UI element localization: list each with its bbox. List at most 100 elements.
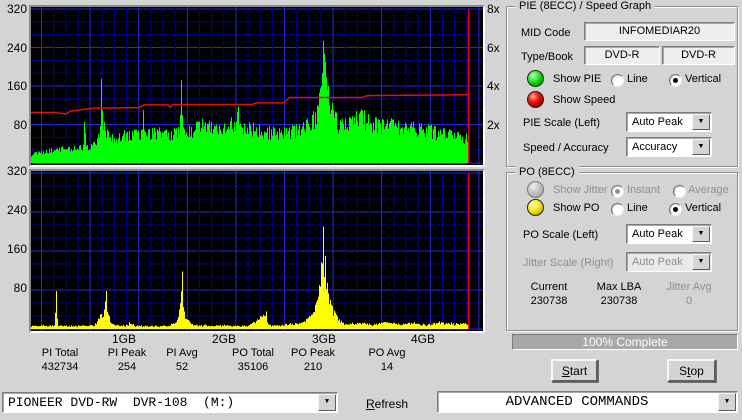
chevron-down-icon[interactable]: ▼ [718,393,736,411]
speed-y-tick: 6x [487,41,500,55]
type-value: DVD-R [604,49,640,61]
po-y-tick: 240 [6,203,27,217]
mid-code-label: MID Code [521,27,571,39]
chevron-down-icon[interactable]: ▼ [692,139,710,155]
chevron-down-icon[interactable]: ▼ [318,394,336,411]
show-jitter-label: Show Jitter [553,184,608,196]
po-error-bars [31,226,469,329]
pie-panel-title: PIE (8ECC) / Speed Graph [515,0,656,13]
pie-line-radio[interactable] [611,74,624,87]
pie-scale-combo[interactable]: Auto Peak ▼ [626,112,712,132]
stat-label: PO Total [232,347,274,359]
show-pie-label: Show PIE [553,73,602,85]
chevron-down-icon[interactable]: ▼ [692,114,710,130]
pie-y-tick: 240 [6,41,27,55]
pie-line-label[interactable]: Line [627,73,648,85]
x-axis-tick: 4GB [410,332,435,346]
po-line-label[interactable]: Line [627,202,648,214]
current-lba: Current 230738 [511,281,587,308]
speed-y-tick: 4x [487,79,500,93]
refresh-button[interactable]: Refresh [366,397,409,411]
jitter-instant-label: Instant [627,184,661,196]
speed-accuracy-combo[interactable]: Accuracy ▼ [626,137,712,157]
chevron-down-icon[interactable]: ▼ [692,226,710,242]
command-select-value: ADVANCED COMMANDS [505,394,649,410]
x-axis-tick: 1GB [111,332,136,346]
max-lba-value: 230738 [600,295,638,307]
po-scale-value: Auto Peak [632,228,683,240]
pie-speed-graph-canvas [24,7,483,165]
stat-value: 210 [303,361,323,373]
speed-y-tick: 8x [487,2,500,16]
pie-scale-label: PIE Scale (Left) [523,117,601,129]
po-vertical-radio[interactable] [669,203,682,216]
progress-label: 100% Complete [582,335,668,349]
type-field: DVD-R [584,46,660,65]
progress-bar: 100% Complete [512,334,738,350]
current-value: 230738 [530,295,568,307]
speed-y-tick: 2x [487,118,500,132]
drive-select-value: PIONEER DVD-RW DVR-108 (M:) [8,395,235,410]
stat-label: PO Peak [290,347,336,359]
po-scale-label: PO Scale (Left) [523,229,599,241]
show-jitter-led-button[interactable] [527,181,544,198]
pie-speed-graph [24,5,485,167]
po-y-tick: 80 [13,281,27,295]
po-y-tick: 320 [6,164,27,178]
pie-speed-panel: PIE (8ECC) / Speed Graph MID Code INFOME… [506,0,738,167]
pie-y-tick: 320 [6,2,27,16]
stat-label: PO Avg [368,347,406,359]
pie-error-bars [31,40,469,163]
po-graph [29,169,485,333]
show-speed-led-button[interactable] [527,91,544,108]
jitter-avg: Jitter Avg 0 [651,281,727,308]
stat-pi-peak: PI Peak 254 [89,347,165,374]
book-value: DVD-R [681,49,716,61]
po-y-tick: 160 [6,242,27,256]
current-label: Current [530,281,568,293]
jitter-avg-label: Jitter Avg [666,281,712,293]
stat-value: 432734 [41,361,79,373]
po-scale-combo[interactable]: Auto Peak ▼ [626,224,712,244]
type-book-label: Type/Book [521,51,573,63]
max-lba-label: Max LBA [596,281,642,293]
stat-value: 52 [175,361,189,373]
jitter-scale-combo: Auto Peak ▼ [626,252,712,272]
po-graph-canvas [31,171,483,331]
show-po-label: Show PO [553,202,600,214]
stat-po-total: PO Total 35106 [215,347,291,374]
book-field: DVD-R [662,46,735,65]
mid-code-value: INFOMEDIAR20 [618,25,701,37]
stat-label: PI Avg [166,347,198,359]
chevron-down-icon: ▼ [692,254,710,270]
speed-line [24,93,469,115]
stat-po-avg: PO Avg 14 [349,347,425,374]
stat-label: PI Peak [107,347,147,359]
show-po-led-button[interactable] [527,199,544,216]
grid-lines [31,171,483,331]
po-panel-title: PO (8ECC) [515,166,579,179]
mid-code-field: INFOMEDIAR20 [584,22,735,41]
stop-button[interactable]: Stop [667,359,716,382]
speed-accuracy-label: Speed / Accuracy [523,142,609,154]
start-button[interactable]: Start [551,359,598,382]
jitter-average-radio[interactable] [673,185,686,198]
stat-pi-avg: PI Avg 52 [144,347,220,374]
x-axis-tick: 2GB [211,332,236,346]
show-speed-label: Show Speed [553,94,616,106]
po-vertical-label[interactable]: Vertical [685,202,722,214]
stat-po-peak: PO Peak 210 [275,347,351,374]
po-line-radio[interactable] [611,203,624,216]
jitter-instant-radio[interactable] [611,185,624,198]
pie-vertical-radio[interactable] [669,74,682,87]
pie-y-tick: 80 [13,118,27,132]
show-pie-led-button[interactable] [527,70,544,87]
stat-label: PI Total [41,347,79,359]
jitter-avg-value: 0 [685,295,693,307]
pie-vertical-label[interactable]: Vertical [685,73,722,85]
stat-value: 35106 [237,361,269,373]
max-lba: Max LBA 230738 [581,281,657,308]
drive-select-combo[interactable]: PIONEER DVD-RW DVR-108 (M:) ▼ [2,392,338,413]
command-select-combo[interactable]: ADVANCED COMMANDS ▼ [437,391,738,413]
